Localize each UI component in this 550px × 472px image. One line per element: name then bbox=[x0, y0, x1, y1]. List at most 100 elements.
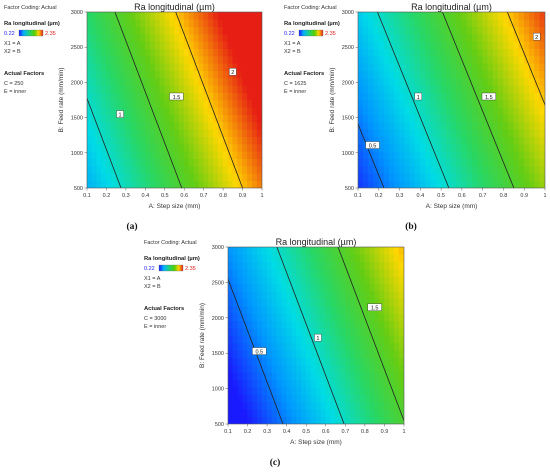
heatmap-cell bbox=[149, 180, 156, 188]
heatmap-cell bbox=[435, 165, 442, 174]
heatmap-cell bbox=[362, 48, 369, 57]
heatmap-cell bbox=[193, 55, 200, 64]
y-tick-label: 1500 bbox=[71, 116, 83, 122]
heatmap-cell bbox=[91, 173, 98, 181]
heatmap-cell bbox=[471, 33, 478, 42]
heatmap-cell bbox=[256, 121, 262, 130]
heatmap-cell bbox=[414, 48, 421, 57]
heatmap-cell bbox=[446, 158, 452, 167]
heatmap-cell bbox=[106, 48, 112, 57]
heatmap-cell bbox=[286, 416, 292, 424]
heatmap-cell bbox=[508, 48, 515, 57]
heatmap-cell bbox=[281, 379, 287, 388]
heatmap-cell bbox=[440, 48, 447, 57]
heatmap-cell bbox=[487, 33, 494, 42]
heatmap-cell bbox=[251, 77, 258, 86]
heatmap-cell bbox=[96, 33, 102, 42]
heatmap-cell bbox=[369, 357, 375, 366]
heatmap-cell bbox=[315, 320, 322, 329]
heatmap-cell bbox=[237, 364, 243, 373]
heatmap-cell bbox=[301, 254, 307, 263]
heatmap-cell bbox=[183, 55, 190, 64]
heatmap-cell bbox=[247, 121, 253, 130]
y-tick-label: 3000 bbox=[342, 10, 354, 16]
heatmap-cell bbox=[140, 114, 146, 123]
heatmap-cell bbox=[96, 121, 102, 130]
heatmap-cell bbox=[237, 261, 243, 270]
heatmap-cell bbox=[456, 26, 463, 35]
heatmap-cell bbox=[310, 342, 317, 351]
heatmap-cell bbox=[461, 41, 468, 49]
heatmap-cell bbox=[261, 386, 268, 395]
heatmap-cell bbox=[130, 136, 136, 145]
heatmap-cell bbox=[425, 48, 432, 57]
x-tick-label: 0.3 bbox=[122, 193, 130, 199]
heatmap-cell bbox=[145, 63, 151, 71]
heatmap-cell bbox=[242, 276, 248, 285]
heatmap-cell bbox=[389, 268, 395, 277]
heatmap-cell bbox=[101, 158, 107, 167]
actual-factors-title: Actual Factors bbox=[4, 71, 44, 77]
heatmap-cell bbox=[310, 349, 317, 358]
heatmap-cell bbox=[237, 254, 243, 263]
heatmap-cell bbox=[362, 114, 369, 123]
heatmap-cell bbox=[252, 379, 258, 388]
heatmap-cell bbox=[330, 364, 336, 373]
heatmap-cell bbox=[164, 99, 170, 108]
heatmap-cell bbox=[106, 136, 112, 145]
heatmap-cell bbox=[364, 372, 371, 381]
heatmap-cell bbox=[106, 107, 112, 115]
heatmap-cell bbox=[330, 268, 336, 277]
heatmap-cell bbox=[394, 121, 400, 130]
heatmap-cell bbox=[149, 70, 156, 79]
heatmap-cell bbox=[145, 48, 151, 57]
heatmap-cell bbox=[159, 26, 166, 35]
heatmap-cell bbox=[482, 136, 489, 145]
heatmap-cell bbox=[409, 12, 416, 20]
heatmap-cell bbox=[320, 386, 327, 395]
heatmap-cell bbox=[130, 85, 136, 93]
heatmap-cell bbox=[359, 261, 366, 270]
heatmap-cell bbox=[228, 364, 234, 373]
heatmap-cell bbox=[482, 151, 489, 159]
heatmap-cell bbox=[217, 158, 224, 167]
heatmap-cell bbox=[345, 342, 351, 351]
heatmap-cell bbox=[398, 357, 404, 366]
heatmap-cell bbox=[232, 416, 239, 424]
heatmap-cell bbox=[174, 143, 180, 152]
heatmap-cell bbox=[451, 55, 457, 64]
heatmap-cell bbox=[358, 63, 364, 71]
heatmap-cell bbox=[359, 290, 366, 299]
heatmap-cell bbox=[456, 63, 463, 71]
heatmap-cell bbox=[115, 48, 122, 57]
heatmap-cell bbox=[271, 379, 278, 388]
heatmap-cell bbox=[261, 261, 268, 270]
heatmap-cell bbox=[508, 63, 515, 71]
heatmap-cell bbox=[232, 254, 239, 263]
heatmap-cell bbox=[305, 386, 312, 395]
heatmap-cell bbox=[340, 298, 346, 307]
heatmap-cell bbox=[213, 19, 219, 27]
heatmap-cell bbox=[409, 107, 416, 115]
heatmap-cell bbox=[242, 261, 248, 270]
heatmap-cell bbox=[335, 349, 341, 358]
heatmap-cell bbox=[378, 92, 385, 101]
heatmap-cell bbox=[451, 70, 457, 79]
heatmap-cell bbox=[164, 107, 170, 115]
heatmap-cell bbox=[247, 151, 253, 159]
heatmap-cell bbox=[368, 99, 374, 108]
heatmap-cell bbox=[461, 55, 468, 64]
heatmap-cell bbox=[101, 129, 107, 137]
heatmap-cell bbox=[513, 165, 520, 174]
heatmap-cell bbox=[388, 33, 395, 42]
heatmap-cell bbox=[193, 114, 200, 123]
heatmap-cell bbox=[291, 364, 297, 373]
heatmap-cell bbox=[325, 261, 331, 270]
heatmap-cell bbox=[232, 129, 238, 137]
heatmap-cell bbox=[345, 401, 351, 410]
heatmap-cell bbox=[257, 401, 263, 410]
heatmap-cell bbox=[388, 70, 395, 79]
heatmap-cell bbox=[359, 349, 366, 358]
heatmap-cell bbox=[174, 26, 180, 35]
heatmap-cell bbox=[508, 41, 515, 49]
